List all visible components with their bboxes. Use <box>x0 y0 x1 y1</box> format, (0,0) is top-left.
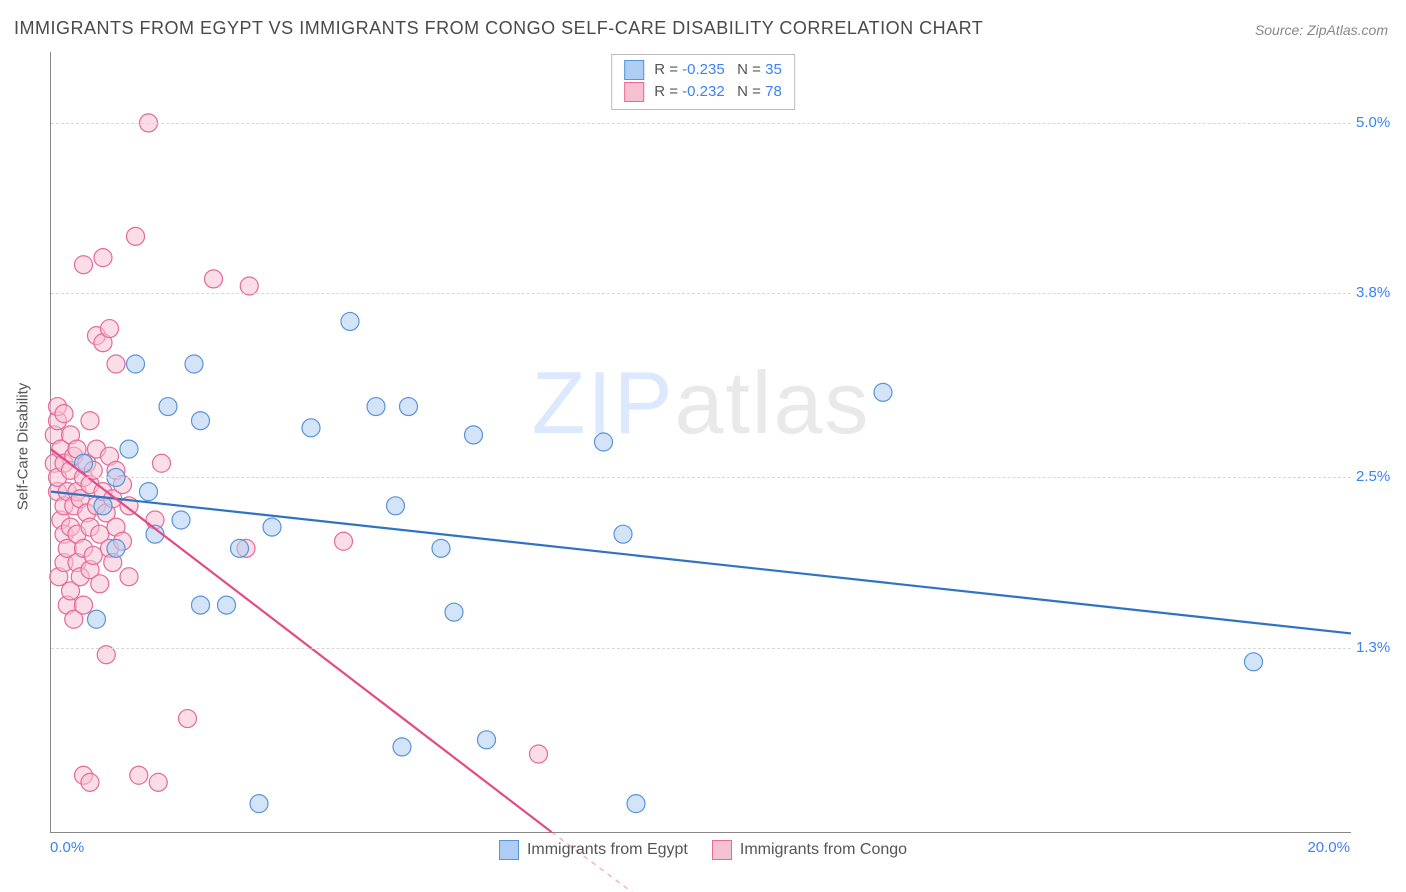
data-point-congo <box>75 596 93 614</box>
chart-plot-area: ZIPatlas 5.0%3.8%2.5%1.3% <box>50 52 1351 833</box>
data-point-egypt <box>231 539 249 557</box>
legend-row-congo: R = -0.232 N = 78 <box>624 81 782 103</box>
legend-correlation: R = -0.235 N = 35 R = -0.232 N = 78 <box>611 54 795 110</box>
data-point-congo <box>149 773 167 791</box>
data-point-egypt <box>88 610 106 628</box>
swatch-congo <box>624 82 644 102</box>
data-point-egypt <box>94 497 112 515</box>
grid-line <box>51 123 1351 124</box>
data-point-egypt <box>393 738 411 756</box>
data-point-congo <box>81 773 99 791</box>
data-point-egypt <box>1245 653 1263 671</box>
data-point-egypt <box>192 412 210 430</box>
data-point-congo <box>94 249 112 267</box>
legend-row-egypt: R = -0.235 N = 35 <box>624 59 782 81</box>
data-point-congo <box>81 412 99 430</box>
y-tick-label: 3.8% <box>1356 284 1401 301</box>
y-tick-label: 5.0% <box>1356 114 1401 131</box>
data-point-congo <box>107 355 125 373</box>
data-point-congo <box>179 710 197 728</box>
data-point-egypt <box>874 383 892 401</box>
data-point-egypt <box>367 398 385 416</box>
data-point-congo <box>84 546 102 564</box>
data-point-egypt <box>192 596 210 614</box>
data-point-congo <box>130 766 148 784</box>
data-point-congo <box>153 454 171 472</box>
data-point-congo <box>205 270 223 288</box>
data-point-egypt <box>302 419 320 437</box>
source-label: Source: ZipAtlas.com <box>1255 22 1388 38</box>
data-point-egypt <box>185 355 203 373</box>
y-tick-label: 2.5% <box>1356 468 1401 485</box>
y-axis-title: Self-Care Disability <box>8 0 38 892</box>
data-point-egypt <box>445 603 463 621</box>
data-point-congo <box>127 227 145 245</box>
swatch-egypt-icon <box>499 840 519 860</box>
chart-title: IMMIGRANTS FROM EGYPT VS IMMIGRANTS FROM… <box>14 18 983 39</box>
data-point-egypt <box>387 497 405 515</box>
swatch-egypt <box>624 60 644 80</box>
data-point-egypt <box>341 312 359 330</box>
scatter-plot-svg <box>51 52 1351 832</box>
y-tick-label: 1.3% <box>1356 639 1401 656</box>
data-point-egypt <box>159 398 177 416</box>
data-point-egypt <box>140 483 158 501</box>
data-point-congo <box>335 532 353 550</box>
grid-line <box>51 648 1351 649</box>
data-point-egypt <box>614 525 632 543</box>
swatch-congo-icon <box>712 840 732 860</box>
data-point-congo <box>530 745 548 763</box>
data-point-congo <box>91 575 109 593</box>
data-point-egypt <box>127 355 145 373</box>
data-point-congo <box>101 320 119 338</box>
data-point-egypt <box>218 596 236 614</box>
data-point-egypt <box>595 433 613 451</box>
data-point-egypt <box>172 511 190 529</box>
regression-line-egypt <box>51 492 1351 634</box>
legend-item-egypt: Immigrants from Egypt <box>499 840 688 860</box>
data-point-egypt <box>250 795 268 813</box>
data-point-congo <box>55 405 73 423</box>
data-point-egypt <box>107 539 125 557</box>
data-point-egypt <box>432 539 450 557</box>
grid-line <box>51 477 1351 478</box>
grid-line <box>51 293 1351 294</box>
data-point-egypt <box>400 398 418 416</box>
data-point-egypt <box>478 731 496 749</box>
data-point-congo <box>120 568 138 586</box>
data-point-congo <box>75 256 93 274</box>
data-point-egypt <box>120 440 138 458</box>
legend-series: Immigrants from Egypt Immigrants from Co… <box>0 840 1406 860</box>
regression-line-congo <box>51 449 552 832</box>
data-point-egypt <box>627 795 645 813</box>
data-point-egypt <box>465 426 483 444</box>
data-point-egypt <box>263 518 281 536</box>
legend-item-congo: Immigrants from Congo <box>712 840 907 860</box>
